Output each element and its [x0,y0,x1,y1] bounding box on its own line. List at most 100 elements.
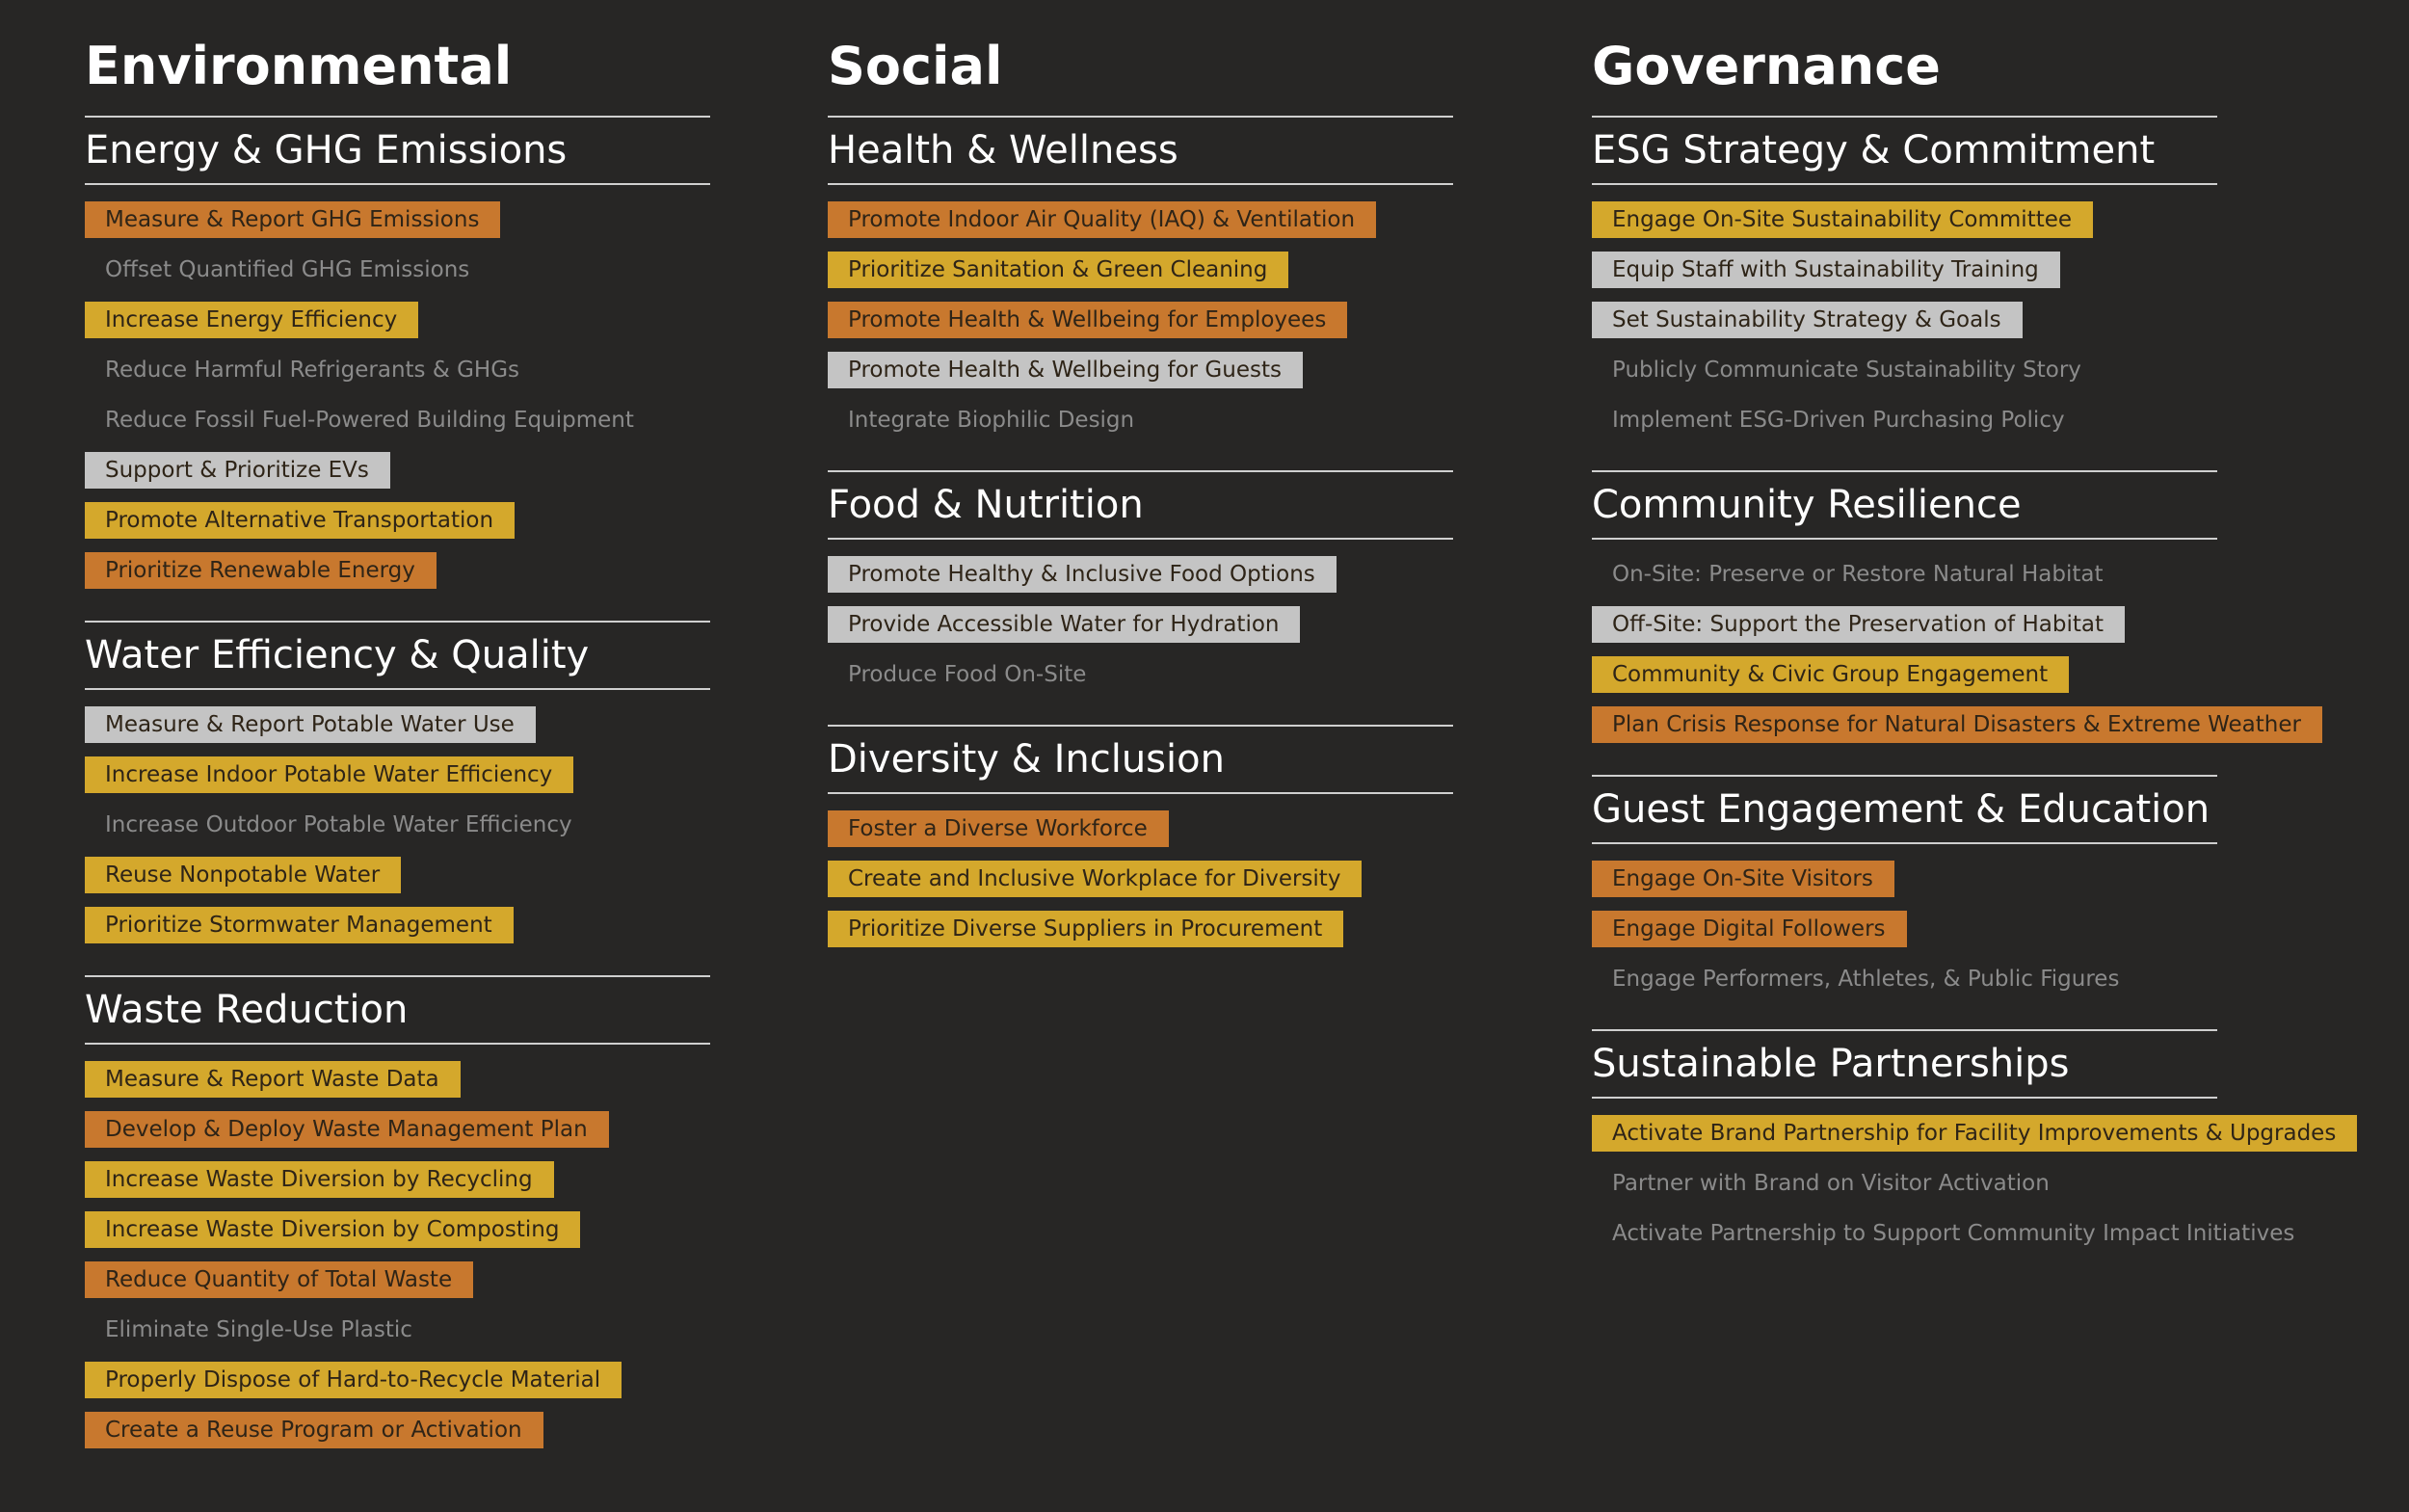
item-label: Reduce Harmful Refrigerants & GHGs [105,358,520,383]
item-row: Reuse Nonpotable Water [85,857,710,893]
item-label: Promote Alternative Transportation [85,502,516,539]
item-list: Activate Brand Partnership for Facility … [1592,1099,2358,1252]
item-row: Plan Crisis Response for Natural Disaste… [1592,706,2322,743]
item-label: Measure & Report Waste Data [85,1061,461,1098]
item-row: Partner with Brand on Visitor Activation [1592,1165,2217,1202]
item-row: Promote Alternative Transportation [85,502,710,539]
section: Water Efficiency & Quality Measure & Repo… [85,621,710,943]
item-row: Produce Food On-Site [828,656,1453,693]
section: Sustainable Partnerships Activate Brand P… [1592,1029,2358,1252]
section-heading: ESG Strategy & Commitment [1592,116,2217,185]
item-row: Publicly Communicate Sustainability Stor… [1592,352,2217,388]
item-label: Increase Waste Diversion by Composting [85,1211,581,1248]
section: Energy & GHG Emissions Measure & Report G… [85,116,710,589]
column: Environmental Energy & GHG Emissions Measu… [85,0,710,1480]
section-heading: Diversity & Inclusion [828,725,1453,794]
item-label: Activate Partnership to Support Communit… [1612,1221,2295,1246]
section-heading: Guest Engagement & Education [1592,775,2217,844]
section-heading: Community Resilience [1592,470,2217,540]
item-list: On-Site: Preserve or Restore Natural Hab… [1592,540,2322,743]
item-label: Eliminate Single-Use Plastic [105,1317,412,1342]
item-row: Increase Indoor Potable Water Efficiency [85,756,710,793]
item-label: Measure & Report Potable Water Use [85,706,536,743]
item-label: Develop & Deploy Waste Management Plan [85,1111,609,1148]
item-row: Engage Digital Followers [1592,911,2217,947]
item-label: Implement ESG-Driven Purchasing Policy [1612,408,2065,433]
item-label: Provide Accessible Water for Hydration [828,606,1301,643]
item-row: Measure & Report GHG Emissions [85,201,710,238]
section: ESG Strategy & Commitment Engage On-Site … [1592,116,2217,438]
item-label: Prioritize Sanitation & Green Cleaning [828,252,1289,288]
item-row: Offset Quantified GHG Emissions [85,252,710,288]
item-row: Reduce Quantity of Total Waste [85,1261,710,1298]
item-row: Set Sustainability Strategy & Goals [1592,302,2217,338]
item-label: Promote Indoor Air Quality (IAQ) & Venti… [828,201,1377,238]
item-row: Engage On-Site Visitors [1592,861,2217,897]
item-label: Properly Dispose of Hard-to-Recycle Mate… [85,1362,622,1398]
item-label: Plan Crisis Response for Natural Disaste… [1592,706,2322,743]
item-row: Activate Brand Partnership for Facility … [1592,1115,2358,1152]
item-label: Community & Civic Group Engagement [1592,656,2070,693]
item-label: Produce Food On-Site [848,662,1087,687]
item-row: Implement ESG-Driven Purchasing Policy [1592,402,2217,438]
item-list: Engage On-Site Visitors Engage Digital Fo… [1592,844,2217,997]
item-label: Prioritize Stormwater Management [85,907,514,943]
item-row: On-Site: Preserve or Restore Natural Hab… [1592,556,2217,593]
item-row: Prioritize Sanitation & Green Cleaning [828,252,1453,288]
item-list: Measure & Report GHG Emissions Offset Qua… [85,185,710,589]
item-label: Increase Energy Efficiency [85,302,419,338]
item-row: Promote Health & Wellbeing for Guests [828,352,1453,388]
section-heading: Food & Nutrition [828,470,1453,540]
item-list: Engage On-Site Sustainability Committee E… [1592,185,2217,438]
section: Waste Reduction Measure & Report Waste Da… [85,975,710,1448]
section-heading: Health & Wellness [828,116,1453,185]
item-label: Foster a Diverse Workforce [828,810,1169,847]
item-label: Increase Waste Diversion by Recycling [85,1161,554,1198]
item-row: Prioritize Renewable Energy [85,552,710,589]
column-title: Social [828,36,1003,96]
item-row: Promote Healthy & Inclusive Food Options [828,556,1453,593]
item-row: Promote Health & Wellbeing for Employees [828,302,1453,338]
item-row: Increase Waste Diversion by Composting [85,1211,710,1248]
item-row: Engage Performers, Athletes, & Public Fi… [1592,961,2217,997]
item-label: Equip Staff with Sustainability Training [1592,252,2060,288]
item-list: Measure & Report Waste Data Develop & Dep… [85,1045,710,1448]
item-row: Measure & Report Waste Data [85,1061,710,1098]
item-label: Activate Brand Partnership for Facility … [1592,1115,2358,1152]
item-label: Set Sustainability Strategy & Goals [1592,302,2023,338]
item-row: Community & Civic Group Engagement [1592,656,2217,693]
item-row: Reduce Harmful Refrigerants & GHGs [85,352,710,388]
item-label: Reduce Quantity of Total Waste [85,1261,474,1298]
item-row: Create a Reuse Program or Activation [85,1412,710,1448]
item-row: Eliminate Single-Use Plastic [85,1312,710,1348]
item-row: Prioritize Diverse Suppliers in Procurem… [828,911,1453,947]
item-row: Measure & Report Potable Water Use [85,706,710,743]
item-row: Reduce Fossil Fuel-Powered Building Equi… [85,402,710,438]
item-label: Integrate Biophilic Design [848,408,1135,433]
item-row: Promote Indoor Air Quality (IAQ) & Venti… [828,201,1453,238]
item-label: Promote Health & Wellbeing for Guests [828,352,1303,388]
item-row: Prioritize Stormwater Management [85,907,710,943]
item-row: Increase Energy Efficiency [85,302,710,338]
item-row: Support & Prioritize EVs [85,452,710,489]
item-label: Reduce Fossil Fuel-Powered Building Equi… [105,408,634,433]
item-row: Provide Accessible Water for Hydration [828,606,1453,643]
item-label: Prioritize Diverse Suppliers in Procurem… [828,911,1344,947]
item-row: Engage On-Site Sustainability Committee [1592,201,2217,238]
section: Food & Nutrition Promote Healthy & Inclus… [828,470,1453,693]
section-heading: Energy & GHG Emissions [85,116,710,185]
item-label: Increase Indoor Potable Water Efficiency [85,756,574,793]
item-label: Partner with Brand on Visitor Activation [1612,1171,2050,1196]
item-label: Reuse Nonpotable Water [85,857,402,893]
item-row: Integrate Biophilic Design [828,402,1453,438]
column-title: Environmental [85,36,513,96]
item-label: Engage On-Site Visitors [1592,861,1894,897]
section: Diversity & Inclusion Foster a Diverse Wo… [828,725,1453,947]
item-label: Publicly Communicate Sustainability Stor… [1612,358,2081,383]
item-label: Increase Outdoor Potable Water Efficienc… [105,812,572,837]
item-label: Off-Site: Support the Preservation of Ha… [1592,606,2125,643]
item-row: Foster a Diverse Workforce [828,810,1453,847]
item-list: Promote Healthy & Inclusive Food Options… [828,540,1453,693]
item-row: Properly Dispose of Hard-to-Recycle Mate… [85,1362,710,1398]
